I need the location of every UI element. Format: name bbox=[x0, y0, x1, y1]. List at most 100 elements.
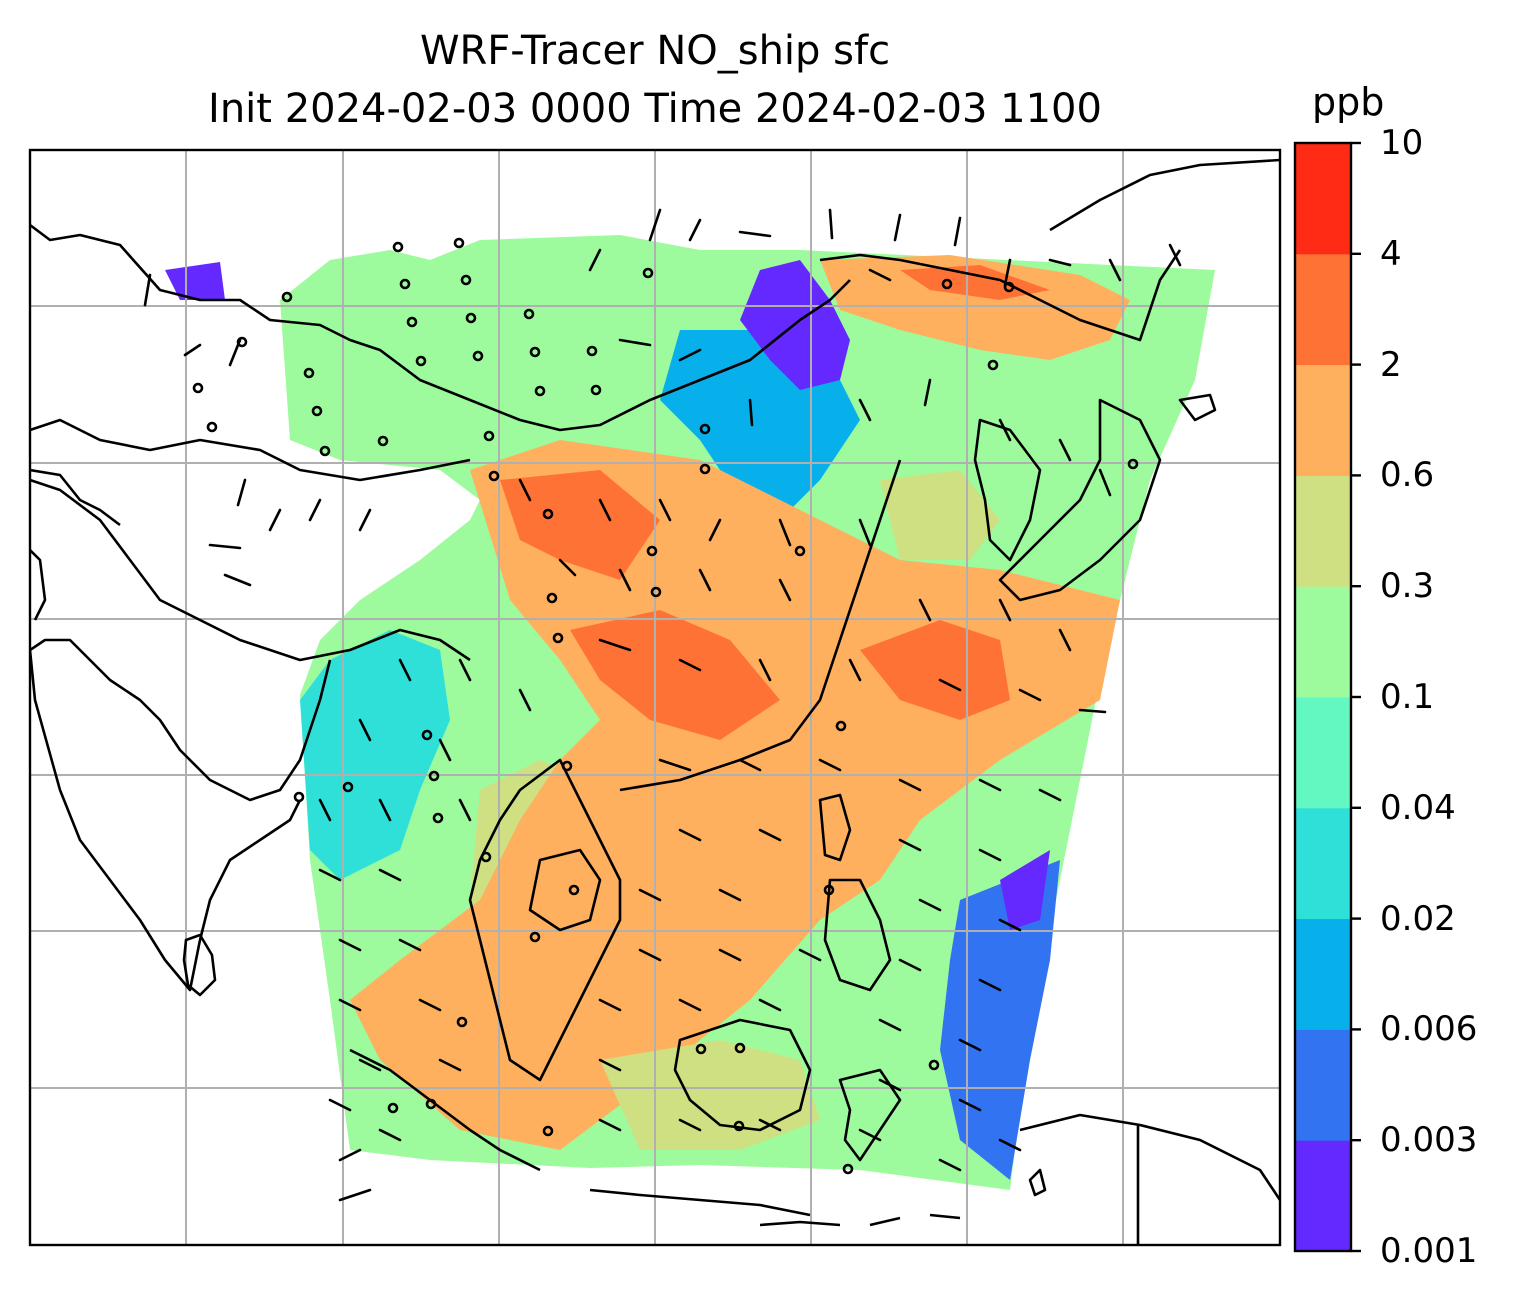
wind-barb bbox=[858, 1128, 882, 1142]
calm-marker bbox=[460, 274, 472, 286]
wind-barb bbox=[378, 868, 402, 882]
wind-barb bbox=[688, 218, 702, 242]
wind-barb bbox=[758, 998, 782, 1012]
wind-barb bbox=[438, 738, 452, 762]
wind-barb bbox=[898, 778, 922, 792]
calm-marker bbox=[561, 760, 573, 772]
field-yellow-east bbox=[880, 470, 1000, 560]
borneo bbox=[673, 1018, 812, 1132]
colorbar-segment bbox=[1295, 1140, 1351, 1252]
wind-barb bbox=[778, 518, 792, 547]
wind-barb bbox=[338, 1188, 372, 1202]
wind-barb bbox=[1058, 438, 1072, 462]
wind-barb bbox=[378, 798, 392, 822]
wind-barb bbox=[758, 828, 782, 842]
wind-barb bbox=[938, 1158, 962, 1172]
calm-marker bbox=[399, 278, 411, 290]
map-frame bbox=[28, 148, 1282, 1247]
wind-barb bbox=[1018, 688, 1042, 702]
wind-barb bbox=[438, 1058, 462, 1072]
calm-marker bbox=[646, 545, 658, 557]
wind-barb bbox=[558, 558, 577, 577]
field-red-sichuan bbox=[570, 610, 780, 740]
field-violet-east bbox=[1000, 850, 1050, 930]
wind-barb bbox=[648, 208, 662, 242]
java bbox=[589, 1188, 811, 1217]
wind-barb bbox=[1168, 243, 1182, 267]
calm-marker bbox=[311, 405, 323, 417]
calm-marker bbox=[987, 359, 999, 371]
wind-barb bbox=[868, 268, 892, 282]
calm-marker bbox=[823, 884, 835, 896]
calm-marker bbox=[650, 586, 662, 598]
field-blue-west bbox=[300, 630, 450, 880]
calm-marker bbox=[192, 382, 204, 394]
wind-barb bbox=[658, 758, 692, 772]
wind-barb bbox=[698, 568, 712, 592]
japan-honshu bbox=[998, 398, 1162, 602]
colorbar-tick-label: 0.02 bbox=[1380, 898, 1456, 939]
wind-barb bbox=[1098, 468, 1112, 497]
wind-barb bbox=[358, 1058, 382, 1072]
calm-marker bbox=[421, 729, 433, 741]
wind-barb bbox=[223, 573, 252, 587]
colorbar-frame bbox=[1293, 141, 1353, 1253]
colorbar-tick-label: 10 bbox=[1380, 123, 1424, 163]
sri-lanka bbox=[182, 933, 217, 997]
calm-marker bbox=[387, 1102, 399, 1114]
china-east-coast bbox=[619, 459, 902, 792]
wind-barb bbox=[978, 848, 1002, 862]
wind-barb bbox=[1003, 258, 1012, 287]
colorbar-tick-label: 2 bbox=[1380, 344, 1402, 385]
russia-coast bbox=[1049, 158, 1280, 232]
wind-barb bbox=[708, 518, 722, 542]
field-blue-east bbox=[940, 860, 1060, 1180]
wind-barb bbox=[598, 1118, 622, 1132]
coastlines bbox=[30, 158, 1280, 1245]
wind-barb bbox=[183, 343, 202, 357]
wind-barb bbox=[358, 718, 372, 742]
wind-barb bbox=[738, 230, 772, 238]
wind-barb bbox=[318, 798, 332, 822]
wind-barb bbox=[678, 658, 702, 672]
colorbar-segment bbox=[1295, 143, 1351, 255]
wind-barb bbox=[598, 998, 622, 1012]
wind-barb bbox=[418, 998, 442, 1012]
wind-barb bbox=[338, 938, 362, 952]
wind-barb bbox=[1108, 258, 1122, 282]
wind-barb bbox=[878, 1018, 902, 1032]
calm-marker bbox=[542, 508, 554, 520]
calm-marker bbox=[928, 1059, 940, 1071]
calm-marker bbox=[699, 463, 711, 475]
wind-barb bbox=[598, 498, 612, 522]
sulawesi bbox=[838, 1068, 902, 1162]
calm-marker bbox=[1003, 281, 1015, 293]
colorbar-segment bbox=[1295, 1029, 1351, 1141]
plot-title-line1: WRF-Tracer NO_ship sfc bbox=[419, 28, 891, 74]
wind-barb bbox=[893, 213, 902, 242]
wind-barb bbox=[918, 898, 942, 912]
wind-barb bbox=[858, 398, 872, 422]
wind-barb bbox=[398, 938, 422, 952]
wind-barb bbox=[938, 678, 962, 692]
wind-barb bbox=[758, 658, 772, 682]
calm-marker bbox=[546, 592, 558, 604]
wind-barb bbox=[588, 248, 602, 272]
calm-marker bbox=[342, 781, 354, 793]
wind-barb bbox=[828, 208, 834, 240]
wind-barb bbox=[758, 1118, 782, 1132]
taiwan bbox=[818, 793, 852, 862]
calm-marker bbox=[281, 291, 293, 303]
colorbar-segment bbox=[1295, 586, 1351, 698]
wind-barb bbox=[236, 478, 247, 507]
colorbar-segment bbox=[1295, 364, 1351, 476]
wind-barb bbox=[1048, 258, 1072, 267]
wind-barb bbox=[458, 798, 472, 822]
calm-marker bbox=[941, 278, 953, 290]
wind-barb bbox=[338, 1148, 362, 1162]
wind-barb bbox=[618, 338, 652, 347]
wind-barb bbox=[998, 598, 1012, 622]
calm-marker bbox=[586, 345, 598, 357]
calm-marker bbox=[415, 355, 427, 367]
calm-marker bbox=[835, 720, 847, 732]
